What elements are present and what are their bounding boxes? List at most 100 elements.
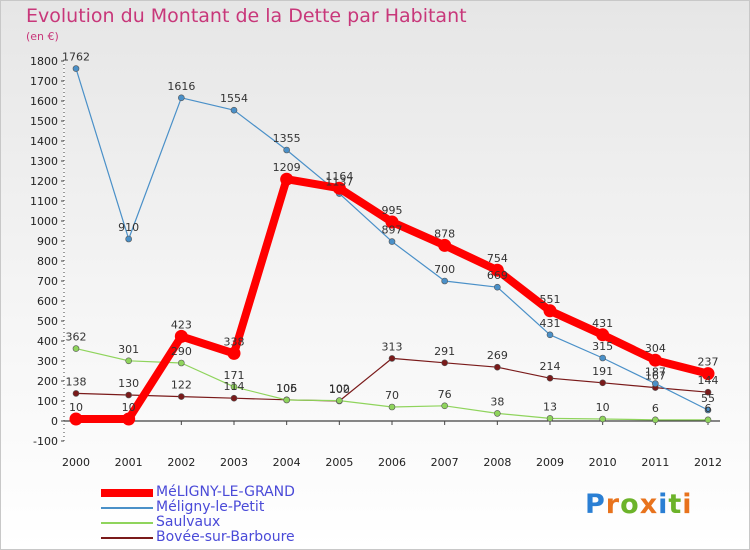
data-label-0: 304 [645, 342, 666, 355]
data-label-2: 290 [171, 345, 192, 358]
data-point-1 [704, 406, 712, 414]
data-point-2 [283, 396, 290, 404]
data-label-1: 315 [592, 340, 613, 353]
y-tick-label: 800 [37, 255, 58, 268]
y-tick-label: 1000 [30, 215, 58, 228]
legend-swatch-saulvaux [101, 522, 153, 524]
data-point-2 [441, 402, 448, 410]
brand-letter: x [639, 489, 659, 520]
data-point-1 [652, 380, 659, 387]
data-point-3 [72, 390, 80, 397]
y-tick-label: 500 [37, 315, 58, 328]
data-label-2: 76 [438, 388, 452, 401]
y-tick-label: -100 [33, 435, 58, 448]
data-point-2 [599, 415, 606, 423]
data-label-2: 301 [118, 343, 139, 356]
data-label-2: 38 [490, 395, 504, 408]
data-label-2: 105 [276, 382, 297, 395]
chart-subtitle: (en €) [26, 30, 59, 43]
data-point-2 [704, 416, 712, 424]
data-point-0 [490, 263, 504, 277]
data-label-1: 1616 [167, 80, 195, 93]
data-label-1: 55 [701, 392, 715, 405]
y-tick-label: 900 [37, 235, 58, 248]
x-tick-label: 2006 [378, 456, 406, 469]
y-tick-label: 200 [37, 375, 58, 388]
data-label-1: 431 [540, 317, 561, 330]
y-tick-label: 0 [51, 415, 58, 428]
legend-item-saulvaux: Saulvaux [101, 514, 421, 530]
data-point-3 [125, 391, 132, 399]
data-label-0: 878 [434, 227, 455, 240]
data-label-1: 700 [434, 263, 455, 276]
data-label-0: 423 [171, 318, 192, 331]
data-label-1: 1762 [62, 51, 90, 64]
x-tick-label: 2002 [167, 456, 195, 469]
y-tick-label: 1500 [30, 115, 58, 128]
legend-label-saulvaux: Saulvaux [156, 514, 221, 530]
data-point-3 [388, 355, 396, 362]
data-label-2: 362 [66, 331, 87, 344]
y-tick-label: 700 [37, 275, 58, 288]
data-label-1: 897 [382, 224, 403, 237]
data-label-2: 10 [596, 401, 610, 414]
chart-title: Evolution du Montant de la Dette par Hab… [26, 5, 467, 27]
data-point-0 [648, 353, 662, 367]
data-label-3: 100 [329, 383, 350, 396]
data-label-3: 291 [434, 345, 455, 358]
data-point-0 [122, 412, 136, 426]
data-label-3: 144 [698, 374, 719, 387]
data-point-1 [72, 65, 80, 72]
data-label-2: 6 [705, 402, 712, 415]
legend-item-bovee-sur-barboure: Bovée-sur-Barboure [101, 529, 421, 545]
data-label-3: 191 [592, 365, 613, 378]
data-point-0 [227, 346, 241, 360]
data-label-0: 1209 [273, 161, 301, 174]
y-tick-label: 1200 [30, 175, 58, 188]
data-point-1 [441, 277, 448, 285]
data-label-2: 171 [224, 369, 245, 382]
legend-label-meligny-le-grand: MéLIGNY-LE-GRAND [156, 484, 295, 500]
x-tick-label: 2005 [325, 456, 353, 469]
y-tick-label: 400 [37, 335, 58, 348]
brand-letter: P [585, 489, 606, 520]
data-label-3: 106 [276, 382, 297, 395]
y-tick-label: 1400 [30, 135, 58, 148]
data-label-1: 910 [118, 221, 139, 234]
x-tick-label: 2000 [62, 456, 90, 469]
y-tick-label: 300 [37, 355, 58, 368]
x-tick-label: 2010 [589, 456, 617, 469]
x-tick-label: 2007 [431, 456, 459, 469]
data-label-3: 167 [645, 370, 666, 383]
data-point-3 [599, 379, 606, 387]
data-label-1: 1137 [325, 176, 353, 189]
x-tick-label: 2001 [115, 456, 143, 469]
data-point-1 [125, 235, 132, 243]
x-tick-label: 2004 [273, 456, 301, 469]
data-label-3: 114 [224, 380, 245, 393]
data-label-0: 10 [122, 401, 136, 414]
legend-swatch-meligny-le-grand [101, 489, 153, 497]
data-point-1 [546, 331, 554, 339]
data-label-3: 313 [382, 340, 403, 353]
brand-letter: t [668, 489, 683, 520]
data-point-3 [178, 393, 185, 400]
data-point-0 [174, 329, 188, 343]
data-point-0 [332, 181, 346, 195]
data-label-0: 10 [69, 401, 83, 414]
data-label-3: 214 [540, 360, 561, 373]
data-point-1 [178, 94, 185, 102]
legend-swatch-meligny-le-petit [101, 507, 153, 509]
x-tick-label: 2012 [694, 456, 722, 469]
data-label-0: 431 [592, 317, 613, 330]
data-point-2 [652, 416, 659, 424]
y-tick-label: 100 [37, 395, 58, 408]
legend-label-meligny-le-petit: Méligny-le-Petit [156, 499, 265, 515]
data-point-3 [230, 394, 238, 402]
data-point-2 [178, 359, 185, 367]
data-point-1 [283, 146, 290, 154]
x-tick-label: 2008 [483, 456, 511, 469]
data-point-2 [125, 357, 132, 365]
